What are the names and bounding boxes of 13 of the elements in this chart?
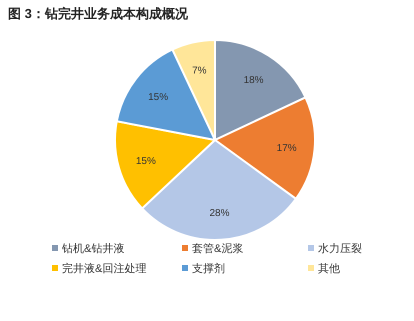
- legend-label: 支撑剂: [192, 262, 225, 275]
- data-label: 17%: [276, 142, 297, 154]
- data-label: 7%: [192, 66, 207, 77]
- chart-title: 图 3：钻完井业务成本构成概况: [8, 6, 189, 21]
- data-label: 18%: [244, 75, 264, 86]
- legend-label: 其他: [318, 262, 340, 275]
- legend-label: 套管&泥浆: [192, 243, 244, 255]
- legend-label: 水力压裂: [318, 242, 362, 255]
- data-label: 15%: [148, 92, 168, 103]
- legend-label: 完井液&回注处理: [62, 262, 146, 275]
- legend-label: 钻机&钻井液: [61, 242, 124, 255]
- data-label: 15%: [136, 156, 156, 168]
- data-label: 28%: [210, 208, 230, 219]
